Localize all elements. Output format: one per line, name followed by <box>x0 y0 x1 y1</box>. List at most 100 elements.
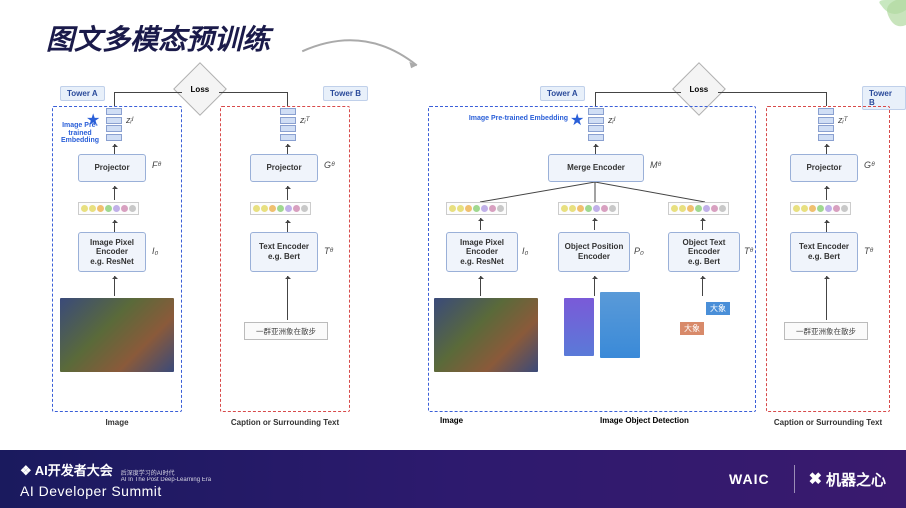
footer-left: ❖ AI开发者大会 后深度学习的AI时代 AI In The Post Deep… <box>20 460 211 499</box>
label: Object Position Encoder <box>565 242 624 261</box>
box-label: Caption or Surrounding Text <box>767 418 889 427</box>
box-label: Image <box>440 416 463 425</box>
arrow <box>594 276 595 296</box>
right-a-z-stack <box>588 108 604 142</box>
left-a-image-placeholder <box>60 298 174 372</box>
right-a-tokens-txt <box>668 202 729 215</box>
right-tower-a-header: Tower A <box>540 86 585 101</box>
arrow <box>287 220 288 232</box>
obj-crop-2 <box>600 292 640 358</box>
label: Image Pixel Encoder e.g. ResNet <box>460 238 504 267</box>
right-a-pretrained-note: Image Pre-trained Embedding <box>448 115 568 123</box>
left-a-encoder: Image Pixel Encoder e.g. ResNet <box>78 232 146 272</box>
left-a-pretrained-note: Image Pre-trainedEmbedding <box>56 122 104 145</box>
arrow <box>114 276 115 296</box>
footer-separator <box>794 465 795 493</box>
footer-sub-en: AI In The Post Deep-Learning Era <box>121 477 211 483</box>
connector <box>718 92 826 93</box>
left-a-z-stack <box>106 108 122 142</box>
right-a-enc-pos: Object Position Encoder <box>558 232 630 272</box>
fanout-connectors <box>440 182 750 204</box>
right-b-z-stack <box>818 108 834 142</box>
footer-jiqi-logo: ✖ 机器之心 <box>809 469 886 490</box>
connector <box>114 92 182 93</box>
left-b-z-stack <box>280 108 296 142</box>
math-label: Tᶿ <box>744 246 753 256</box>
loss-label: Loss <box>191 84 210 93</box>
right-b-encoder: Text Encoder e.g. Bert <box>790 232 858 272</box>
box-label: Caption or Surrounding Text <box>221 418 349 427</box>
footer-bar: ❖ AI开发者大会 后深度学习的AI时代 AI In The Post Deep… <box>0 450 906 508</box>
connector <box>826 92 827 106</box>
arrow <box>287 144 288 154</box>
box-label: Image Object Detection <box>600 416 689 425</box>
right-b-projector: Projector <box>790 154 858 182</box>
arrow <box>594 218 595 230</box>
box-label: Image <box>53 418 181 427</box>
arrow <box>702 218 703 230</box>
right-a-tokens-img <box>446 202 507 215</box>
loss-label: Loss <box>690 84 709 93</box>
right-a-image-placeholder <box>434 298 538 372</box>
arrow <box>826 276 827 320</box>
footer-sub-cn: 后深度学习的AI时代 <box>121 468 211 477</box>
right-a-enc-img: Image Pixel Encoder e.g. ResNet <box>446 232 518 272</box>
right-a-tokens-pos <box>558 202 619 215</box>
footer-jiqi-text: 机器之心 <box>826 469 886 490</box>
right-b-tokens <box>790 202 851 215</box>
right-b-caption: 一群亚洲象在散步 <box>784 322 868 340</box>
right-b-z-label: zᵢᵀ <box>838 115 847 125</box>
math-label: Fᶿ <box>152 160 161 170</box>
connector <box>595 92 681 93</box>
obj-label-1: 大象 <box>680 322 704 335</box>
arrow <box>826 186 827 200</box>
left-b-z-label: zᵢᵀ <box>300 115 309 125</box>
label: Image Pixel Encoder e.g. ResNet <box>90 238 134 267</box>
arrow <box>826 144 827 154</box>
left-b-tokens <box>250 202 311 215</box>
arrow <box>480 218 481 230</box>
footer-waic-logo: WAIC <box>729 471 770 487</box>
footer-summit: AI Developer Summit <box>20 483 211 499</box>
math-label: I₀ <box>152 246 158 256</box>
connector <box>219 92 287 93</box>
arrow <box>114 186 115 200</box>
left-b-encoder: Text Encoder e.g. Bert <box>250 232 318 272</box>
label: Text Encoder e.g. Bert <box>799 242 849 261</box>
arrow <box>114 144 115 154</box>
leaf-decoration-icon <box>846 0 906 50</box>
math-label: Gᶿ <box>864 160 875 170</box>
footer-conf-name: ❖ AI开发者大会 <box>20 460 113 479</box>
left-b-caption: 一群亚洲象在散步 <box>244 322 328 340</box>
math-label: I₀ <box>522 246 528 256</box>
obj-label-2: 大象 <box>706 302 730 315</box>
right-a-z-label: zᵢᴵ <box>608 115 615 125</box>
arrow <box>114 220 115 232</box>
left-a-z-label: zᵢᴵ <box>126 115 133 125</box>
label: Text Encoder e.g. Bert <box>259 242 309 261</box>
math-label: Gᶿ <box>324 160 335 170</box>
arrow <box>702 276 703 296</box>
left-tower-b-header: Tower B <box>323 86 368 101</box>
slide-title: 图文多模态预训练 <box>46 18 270 58</box>
arrow <box>480 276 481 296</box>
connector <box>595 92 596 106</box>
math-label: Tᶿ <box>324 246 333 256</box>
left-a-tokens <box>78 202 139 215</box>
math-label: P₀ <box>634 246 644 256</box>
diagram-area: Loss Tower A Tower B Image Caption or Su… <box>0 60 906 440</box>
left-tower-a-header: Tower A <box>60 86 105 101</box>
left-a-projector: Projector <box>78 154 146 182</box>
math-label: Mᶿ <box>650 160 661 170</box>
arrow <box>826 220 827 232</box>
arrow <box>287 276 288 320</box>
label: Object Text Encoder e.g. Bert <box>683 238 726 267</box>
arrow <box>595 144 596 154</box>
connector <box>287 92 288 106</box>
obj-crop-1 <box>564 298 594 356</box>
x-icon: ✖ <box>809 469 822 489</box>
right-a-merge-encoder: Merge Encoder <box>548 154 644 182</box>
arrow <box>287 186 288 200</box>
left-b-projector: Projector <box>250 154 318 182</box>
connector <box>114 92 115 106</box>
